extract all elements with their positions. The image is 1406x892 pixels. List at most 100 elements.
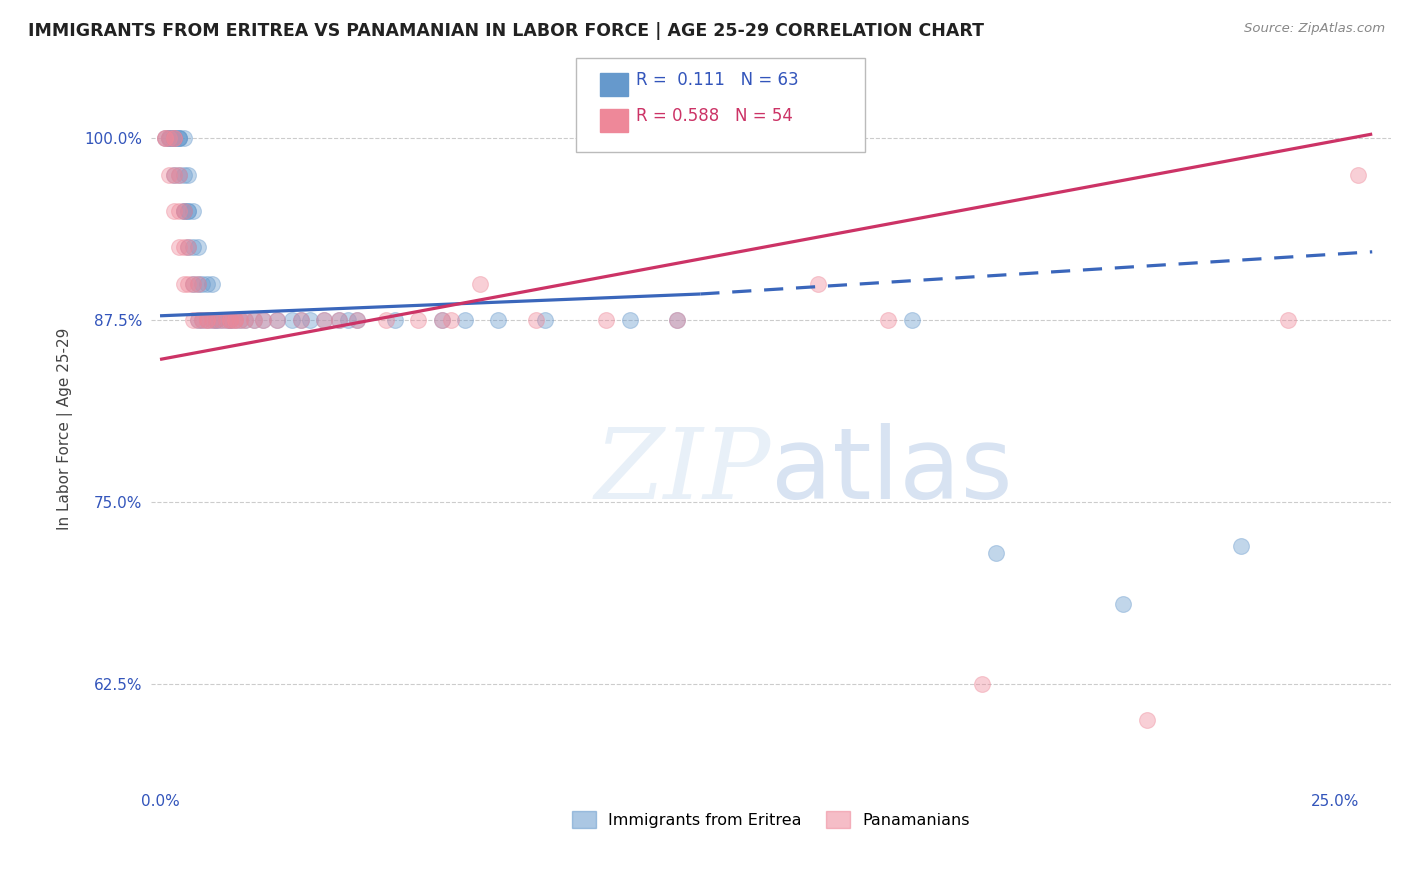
Point — [665, 313, 688, 327]
Point — [163, 131, 186, 145]
Point — [195, 313, 218, 327]
Point — [299, 313, 322, 327]
Point — [181, 240, 204, 254]
Point — [157, 131, 180, 145]
Point — [163, 204, 186, 219]
Point — [219, 313, 242, 327]
Point — [205, 313, 228, 327]
Text: Source: ZipAtlas.com: Source: ZipAtlas.com — [1244, 22, 1385, 36]
Point — [167, 168, 190, 182]
Point — [224, 313, 246, 327]
Point — [167, 131, 190, 145]
Point — [167, 204, 190, 219]
Point — [205, 313, 228, 327]
Point — [1277, 313, 1299, 327]
Point — [163, 168, 186, 182]
Point — [486, 313, 509, 327]
Point — [167, 240, 190, 254]
Point — [374, 313, 396, 327]
Text: atlas: atlas — [770, 424, 1012, 520]
Point — [454, 313, 477, 327]
Point — [328, 313, 350, 327]
Point — [191, 277, 214, 291]
Legend: Immigrants from Eritrea, Panamanians: Immigrants from Eritrea, Panamanians — [565, 805, 976, 834]
Point — [157, 168, 180, 182]
Point — [195, 313, 218, 327]
Point — [233, 313, 256, 327]
Point — [153, 131, 176, 145]
Point — [173, 240, 195, 254]
Point — [972, 676, 994, 690]
Point — [229, 313, 252, 327]
Point — [224, 313, 246, 327]
Point — [181, 204, 204, 219]
Text: R =  0.111   N = 63: R = 0.111 N = 63 — [636, 71, 799, 89]
Point — [209, 313, 232, 327]
Y-axis label: In Labor Force | Age 25-29: In Labor Force | Age 25-29 — [58, 328, 73, 531]
Point — [163, 131, 186, 145]
Point — [1229, 539, 1251, 553]
Point — [219, 313, 242, 327]
Point — [408, 313, 430, 327]
Point — [595, 313, 617, 327]
Point — [173, 277, 195, 291]
Point — [877, 313, 900, 327]
Point — [430, 313, 453, 327]
Point — [534, 313, 557, 327]
Point — [157, 131, 180, 145]
Point — [195, 277, 218, 291]
Point — [191, 313, 214, 327]
Point — [187, 313, 209, 327]
Point — [187, 313, 209, 327]
Point — [215, 313, 238, 327]
Point — [187, 240, 209, 254]
Point — [986, 546, 1008, 560]
Point — [665, 313, 688, 327]
Point — [177, 204, 200, 219]
Point — [346, 313, 368, 327]
Point — [181, 313, 204, 327]
Point — [252, 313, 274, 327]
Text: ZIP: ZIP — [595, 425, 770, 520]
Point — [290, 313, 312, 327]
Point — [314, 313, 336, 327]
Point — [163, 131, 186, 145]
Point — [280, 313, 302, 327]
Point — [243, 313, 266, 327]
Point — [201, 313, 224, 327]
Point — [153, 131, 176, 145]
Point — [266, 313, 288, 327]
Point — [173, 204, 195, 219]
Point — [243, 313, 266, 327]
Point — [224, 313, 246, 327]
Point — [328, 313, 350, 327]
Point — [177, 168, 200, 182]
Point — [233, 313, 256, 327]
Point — [201, 277, 224, 291]
Point — [181, 277, 204, 291]
Point — [187, 277, 209, 291]
Point — [173, 168, 195, 182]
Point — [187, 277, 209, 291]
Point — [205, 313, 228, 327]
Point — [163, 131, 186, 145]
Point — [252, 313, 274, 327]
Point — [177, 277, 200, 291]
Point — [314, 313, 336, 327]
Text: R = 0.588   N = 54: R = 0.588 N = 54 — [636, 107, 793, 125]
Point — [229, 313, 252, 327]
Point — [163, 131, 186, 145]
Point — [173, 204, 195, 219]
Point — [1347, 168, 1369, 182]
Point — [619, 313, 641, 327]
Point — [346, 313, 368, 327]
Point — [163, 168, 186, 182]
Point — [153, 131, 176, 145]
Point — [209, 313, 232, 327]
Point — [157, 131, 180, 145]
Point — [524, 313, 547, 327]
Point — [163, 131, 186, 145]
Point — [807, 277, 830, 291]
Point — [440, 313, 463, 327]
Point — [215, 313, 238, 327]
